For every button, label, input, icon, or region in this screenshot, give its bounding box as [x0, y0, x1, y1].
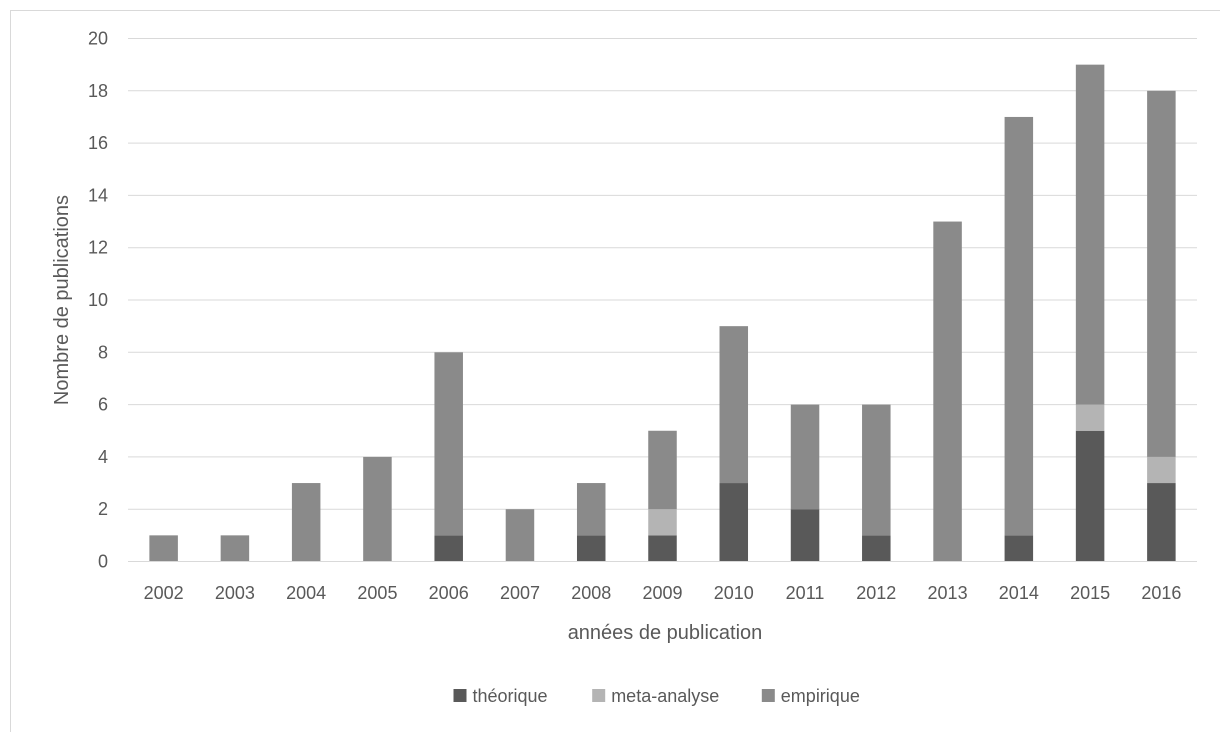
y-tick-label: 10	[88, 290, 108, 310]
x-tick-labels: 2002 2003 2004 2005 2006 2007 2008 2009 2010 2011…	[144, 583, 1182, 603]
bar-segment-empirique-2010	[719, 326, 749, 484]
x-tick-label: 2013	[928, 583, 968, 603]
x-tick-label: 2015	[1070, 583, 1110, 603]
bar-segment-empirique-2006	[434, 352, 463, 536]
x-tick-label: 2010	[714, 583, 754, 603]
bar-segment-empirique-2008	[576, 483, 606, 536]
legend-label: meta-analyse	[611, 686, 719, 706]
bar-segment-meta-analyse-2009	[648, 509, 677, 536]
legend-swatch-théorique	[453, 689, 467, 702]
y-tick-label: 16	[88, 133, 108, 153]
x-tick-label: 2007	[500, 583, 540, 603]
legend-label: théorique	[473, 686, 548, 706]
y-tick-label: 14	[88, 185, 108, 205]
bar-segment-théorique-2015	[1075, 430, 1105, 562]
bar-segment-théorique-2008	[576, 535, 606, 562]
legend: théorique meta-analyse empirique	[453, 686, 860, 706]
y-tick-label: 6	[98, 395, 108, 415]
x-tick-label: 2016	[1141, 583, 1181, 603]
bar-segment-empirique-2011	[790, 404, 820, 510]
bar-segment-empirique-2007	[505, 509, 535, 562]
bar-segment-empirique-2014	[1004, 116, 1034, 536]
bar-segment-meta-analyse-2016	[1147, 456, 1176, 484]
bar-segment-empirique-2013	[933, 221, 962, 562]
bars	[149, 64, 1176, 562]
x-tick-label: 2009	[642, 583, 682, 603]
x-tick-label: 2002	[144, 583, 184, 603]
y-tick-label: 12	[88, 238, 108, 258]
x-tick-label: 2008	[571, 583, 611, 603]
bar-segment-empirique-2003	[220, 535, 250, 562]
bar-segment-empirique-2005	[363, 456, 392, 562]
x-tick-label: 2012	[856, 583, 896, 603]
y-tick-label: 8	[98, 342, 108, 362]
y-tick-label: 18	[88, 81, 108, 101]
bar-segment-théorique-2016	[1147, 483, 1176, 562]
bar-segment-théorique-2009	[648, 535, 677, 562]
bar-segment-empirique-2015	[1075, 64, 1105, 405]
bar-segment-empirique-2009	[648, 430, 677, 510]
legend-swatch-empirique	[761, 689, 775, 702]
x-tick-label: 2003	[215, 583, 255, 603]
legend-label: empirique	[781, 686, 860, 706]
x-tick-label: 2006	[429, 583, 469, 603]
chart-frame	[10, 10, 1220, 732]
y-tick-label: 20	[88, 29, 108, 49]
x-tick-label: 2004	[286, 583, 326, 603]
bar-segment-empirique-2016	[1147, 90, 1176, 457]
legend-swatch-meta-analyse	[592, 689, 606, 702]
y-tick-label: 4	[98, 447, 108, 467]
bar-segment-théorique-2006	[434, 535, 463, 562]
x-tick-label: 2014	[999, 583, 1039, 603]
bar-segment-théorique-2014	[1004, 535, 1034, 562]
bar-segment-empirique-2004	[291, 483, 321, 562]
y-tick-labels: 0 2 4 6 8 10 12 14 16 18 20	[88, 29, 108, 572]
bar-segment-empirique-2012	[862, 404, 891, 536]
x-tick-label: 2005	[357, 583, 397, 603]
bar-segment-empirique-2002	[149, 535, 178, 562]
bar-segment-meta-analyse-2015	[1075, 404, 1105, 431]
y-axis-title: Nombre de publications	[51, 195, 73, 405]
y-tick-label: 2	[98, 499, 108, 519]
bar-segment-théorique-2010	[719, 483, 749, 562]
x-axis-title: années de publication	[568, 622, 763, 644]
x-tick-label: 2011	[786, 583, 825, 603]
y-tick-label: 0	[98, 552, 108, 572]
bar-segment-théorique-2012	[862, 535, 891, 562]
bar-segment-théorique-2011	[790, 509, 820, 562]
